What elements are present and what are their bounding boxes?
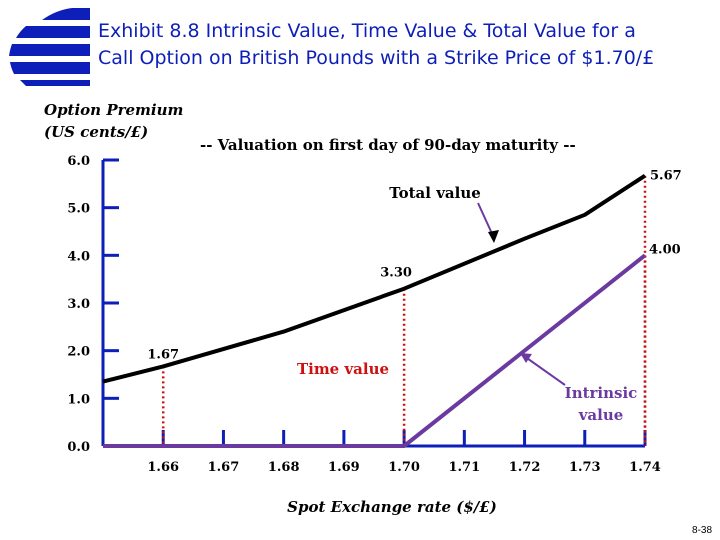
- x-tick-label: 1.71: [448, 460, 480, 475]
- x-axis-label: Spot Exchange rate ($/£): [287, 498, 497, 516]
- x-tick-label: 1.67: [208, 460, 240, 475]
- time-value-annotation: Time value: [297, 360, 389, 378]
- x-tick-label: 1.72: [509, 460, 541, 475]
- page-number: 8-38: [691, 525, 712, 536]
- chart-title-line-2: Call Option on British Pounds with a Str…: [98, 47, 655, 69]
- y-axis-label-line-1: Option Premium: [44, 101, 183, 119]
- y-tick-label: 4.0: [67, 249, 90, 264]
- y-tick-label: 2.0: [67, 345, 90, 360]
- total-value-arrowhead: [488, 230, 499, 243]
- x-tick-label: 1.70: [388, 460, 420, 475]
- x-tick-label: 1.68: [268, 460, 300, 475]
- x-tick-label: 1.74: [629, 460, 661, 475]
- y-tick-label: 3.0: [67, 297, 90, 312]
- y-axis-label-line-2: (US cents/£): [44, 123, 148, 141]
- reference-value-label: 5.67: [650, 169, 682, 184]
- x-tick-label: 1.73: [569, 460, 601, 475]
- logo-icon: [9, 8, 90, 86]
- chart-subtitle: -- Valuation on first day of 90-day matu…: [200, 136, 576, 154]
- y-tick-label: 5.0: [67, 202, 90, 217]
- y-tick-label: 1.0: [67, 392, 90, 407]
- intrinsic-value-arrowhead: [520, 353, 532, 363]
- series-line-intrinsic-value: [103, 253, 647, 448]
- x-tick-label: 1.69: [328, 460, 360, 475]
- chart-title-line-1: Exhibit 8.8 Intrinsic Value, Time Value …: [98, 20, 636, 42]
- series-line-total-value: [102, 174, 647, 384]
- intrinsic-value-annotation-line-2: value: [578, 406, 624, 424]
- x-tick-label: 1.66: [147, 460, 179, 475]
- intrinsic-value-arrow: [523, 355, 566, 386]
- reference-value-label: 4.00: [649, 242, 681, 257]
- y-tick-label: 0.0: [67, 440, 90, 455]
- total-value-annotation: Total value: [389, 184, 481, 202]
- reference-value-label: 3.30: [380, 266, 412, 281]
- reference-value-label: 1.67: [147, 347, 179, 362]
- y-tick-label: 6.0: [67, 154, 90, 169]
- intrinsic-value-annotation-line-1: Intrinsic: [565, 384, 638, 402]
